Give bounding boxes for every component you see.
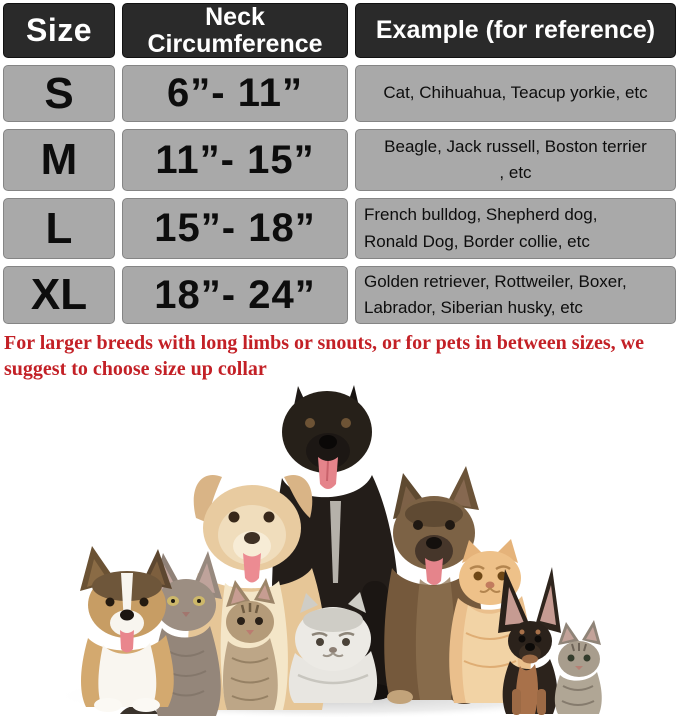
size-cell-s: S: [3, 65, 115, 122]
column-header-neck: Neck Circumference: [122, 3, 348, 58]
neck-cell-s: 6”- 11”: [122, 65, 348, 122]
example-cell-s: Cat, Chihuahua, Teacup yorkie, etc: [355, 65, 676, 122]
column-header-size: Size: [3, 3, 115, 58]
size-chart-table: Size Neck Circumference Example (for ref…: [0, 0, 679, 327]
neck-cell-l: 15”- 18”: [122, 198, 348, 259]
pets-photo: [55, 385, 615, 717]
silver-persian-cat-illustration: [288, 592, 378, 703]
size-cell-m: M: [3, 129, 115, 191]
size-cell-l: L: [3, 198, 115, 259]
column-header-example: Example (for reference): [355, 3, 676, 58]
size-cell-xl: XL: [3, 266, 115, 324]
min-pin-illustration: [498, 567, 561, 715]
example-cell-xl: Golden retriever, Rottweiler, Boxer, Lab…: [355, 266, 676, 324]
size-up-note: For larger breeds with long limbs or sno…: [4, 332, 644, 380]
example-cell-l: French bulldog, Shepherd dog, Ronald Dog…: [355, 198, 676, 259]
neck-cell-xl: 18”- 24”: [122, 266, 348, 324]
example-cell-m: Beagle, Jack russell, Boston terrier , e…: [355, 129, 676, 191]
tabby-kitten-illustration: [223, 578, 278, 710]
neck-cell-m: 11”- 15”: [122, 129, 348, 191]
gray-kitten-illustration: [554, 620, 602, 714]
corgi-illustration: [80, 546, 174, 712]
